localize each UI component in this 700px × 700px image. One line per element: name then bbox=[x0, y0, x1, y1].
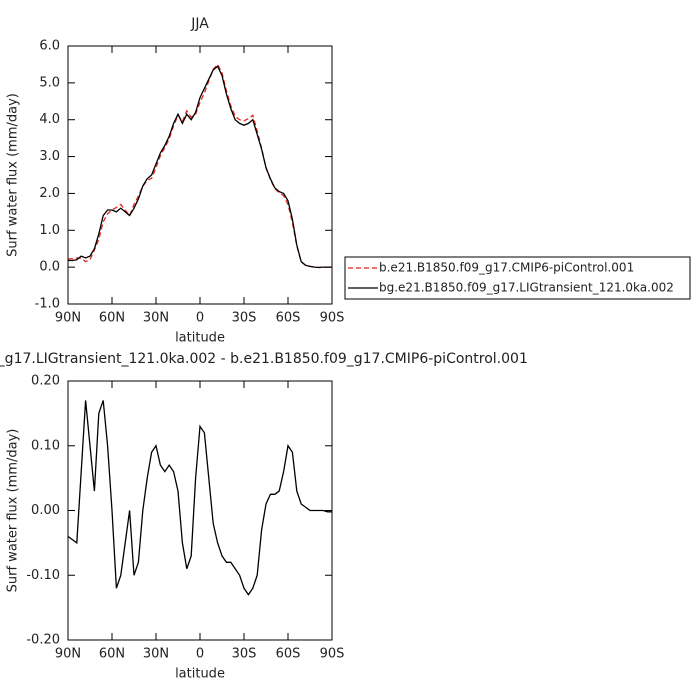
y-tick-label: 1.0 bbox=[39, 223, 60, 238]
x-tick-label: 30S bbox=[232, 647, 257, 662]
x-tick-label: 90N bbox=[55, 647, 81, 662]
y-tick-label: 4.0 bbox=[39, 112, 60, 127]
y-tick-label: 6.0 bbox=[39, 39, 60, 54]
x-axis-label: latitude bbox=[175, 331, 225, 346]
y-axis-label: Surf water flux (mm/day) bbox=[6, 93, 21, 257]
y-axis-label: Surf water flux (mm/day) bbox=[6, 429, 21, 593]
chart-title: bg.e21.B1850.f09_g17.LIGtransient_121.0k… bbox=[0, 351, 528, 367]
y-tick-label: 0.00 bbox=[31, 503, 60, 518]
x-tick-label: 90S bbox=[320, 311, 345, 326]
y-tick-label: 0.20 bbox=[31, 374, 60, 389]
plot-frame bbox=[67, 45, 333, 305]
y-tick-label: -0.10 bbox=[26, 568, 60, 583]
x-tick-label: 0 bbox=[196, 311, 204, 326]
y-tick-label: -0.20 bbox=[26, 633, 60, 648]
x-tick-label: 0 bbox=[196, 647, 204, 662]
y-tick-label: 3.0 bbox=[39, 149, 60, 164]
legend-label: b.e21.B1850.f09_g17.CMIP6-piControl.001 bbox=[379, 261, 634, 275]
y-tick-label: -1.0 bbox=[35, 297, 60, 312]
y-tick-label: 5.0 bbox=[39, 75, 60, 90]
data-line bbox=[67, 63, 332, 269]
data-line bbox=[68, 65, 332, 269]
chart-title: JJA bbox=[190, 16, 209, 32]
x-tick-label: 30N bbox=[143, 311, 169, 326]
x-tick-label: 30N bbox=[143, 647, 169, 662]
x-tick-label: 90S bbox=[320, 647, 345, 662]
x-tick-label: 60N bbox=[99, 311, 125, 326]
x-tick-label: 60N bbox=[99, 647, 125, 662]
plot-frame bbox=[67, 380, 333, 641]
legend-box bbox=[344, 256, 691, 300]
x-tick-label: 30S bbox=[232, 311, 257, 326]
x-tick-label: 60S bbox=[276, 647, 301, 662]
x-tick-label: 60S bbox=[276, 311, 301, 326]
data-line bbox=[67, 400, 332, 596]
x-tick-label: 90N bbox=[55, 311, 81, 326]
y-tick-label: 0.10 bbox=[31, 438, 60, 453]
y-tick-label: 2.0 bbox=[39, 186, 60, 201]
x-axis-label: latitude bbox=[175, 667, 225, 682]
y-tick-label: 0.0 bbox=[39, 260, 60, 275]
legend-label: bg.e21.B1850.f09_g17.LIGtransient_121.0k… bbox=[379, 281, 674, 295]
